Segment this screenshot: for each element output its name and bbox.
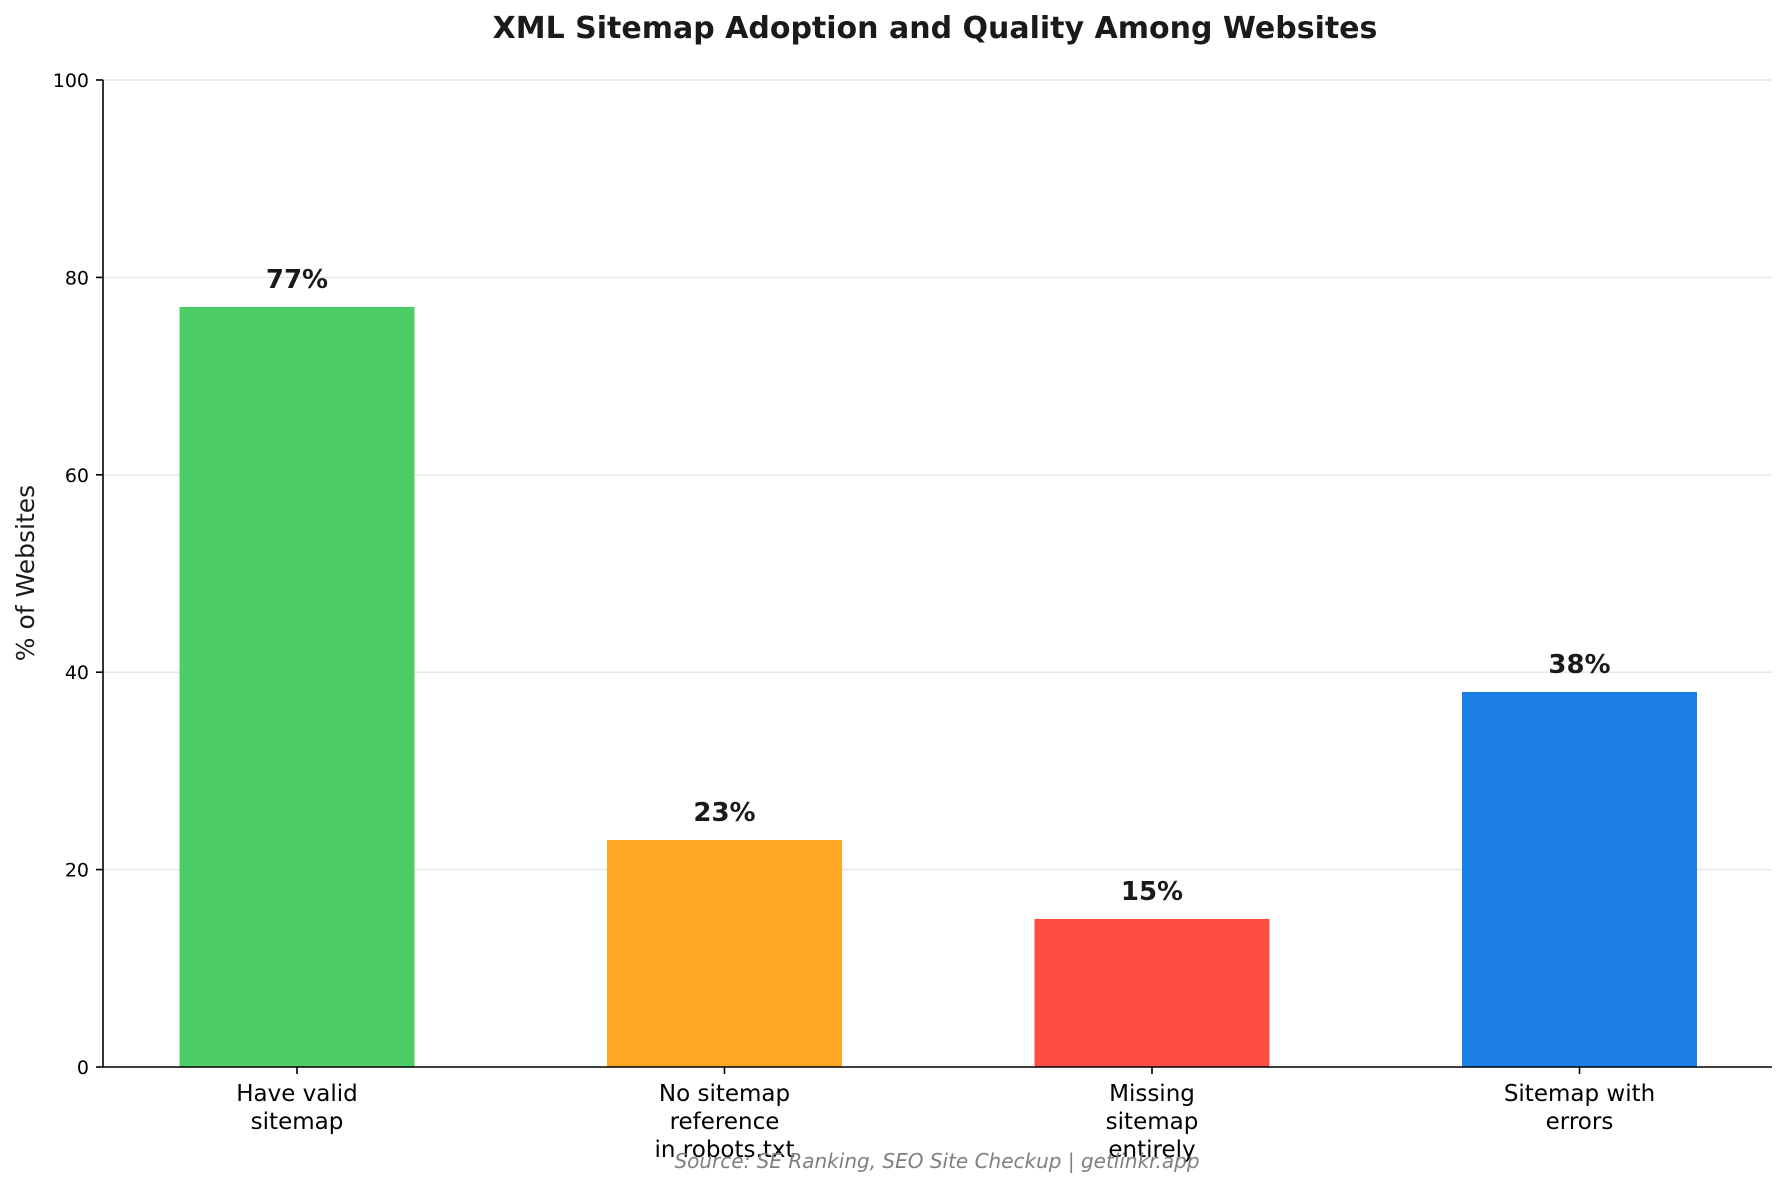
y-ticks: 0 20 40 60 80 100 [53,70,103,1079]
x-tick-label: Sitemap with errors [1504,1081,1655,1135]
bar [1462,691,1697,1067]
y-tick-label: 80 [65,267,89,289]
value-labels: 77% 23% 15% 38% [266,265,1611,907]
bars [179,307,1697,1067]
x-ticks: Have valid sitemap No sitemap reference in r… [236,1067,1655,1163]
y-tick-label: 0 [77,1057,89,1079]
value-label: 23% [693,798,755,828]
x-tick-label: Have valid sitemap [236,1081,358,1135]
y-axis-label: % of Websites [11,485,40,661]
y-tick-label: 20 [65,860,89,882]
x-tick-label: Missing sitemap entirely [1106,1081,1199,1163]
y-tick-label: 100 [53,70,89,92]
chart-title: XML Sitemap Adoption and Quality Among W… [493,11,1378,46]
bar [179,307,415,1067]
y-tick-label: 40 [65,662,89,684]
value-label: 15% [1121,877,1183,907]
bar [1034,918,1270,1067]
axes [102,80,1772,1068]
y-tick-label: 60 [65,465,89,487]
x-tick-label: No sitemap reference in robots.txt [655,1081,795,1163]
value-label: 77% [266,265,328,295]
value-label: 38% [1548,650,1610,680]
source-note: Source: SE Ranking, SEO Site Checkup | g… [674,1149,1199,1173]
bar [607,839,842,1067]
